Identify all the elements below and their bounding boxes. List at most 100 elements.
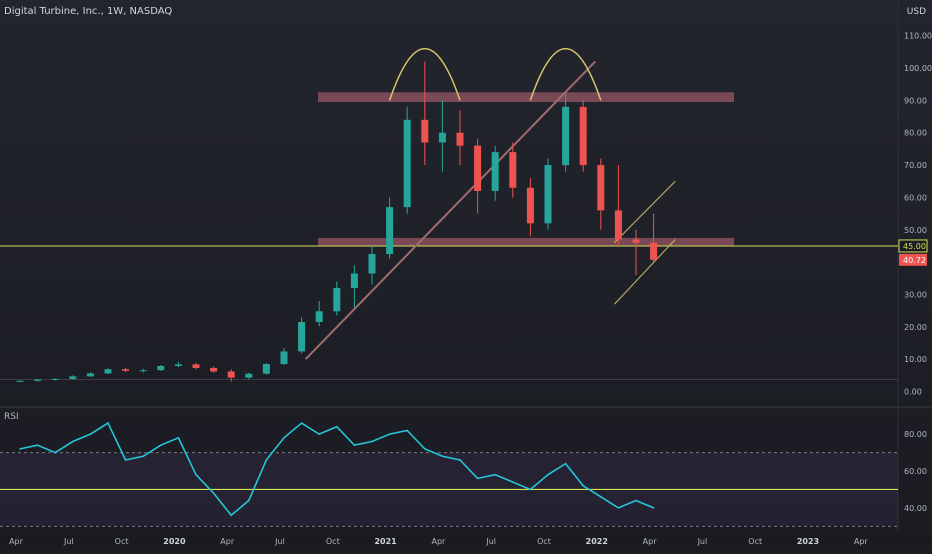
rsi-tick-label: 40.00	[904, 504, 927, 513]
time-axis-label: Jul	[697, 537, 708, 546]
time-axis-label: 2021	[374, 537, 397, 546]
candle-body	[579, 106, 587, 166]
candle-body	[245, 373, 253, 378]
rsi-point	[512, 481, 514, 483]
price-tick-label: 70.00	[904, 161, 927, 170]
rsi-point	[494, 473, 497, 476]
candle-body	[210, 367, 218, 372]
candle-body	[614, 210, 622, 240]
rsi-tick-label: 60.00	[904, 467, 927, 476]
time-axis-label: 2023	[797, 537, 819, 546]
time-axis-label: Oct	[748, 537, 762, 546]
rsi-point	[318, 433, 321, 435]
rsi-pane[interactable]: RSI 40.00 60.00 80.00	[0, 412, 927, 527]
rsi-point	[652, 507, 655, 509]
rsi-point	[582, 484, 584, 487]
rsi-point	[547, 473, 549, 476]
candle-body	[298, 321, 306, 352]
rsi-point	[160, 444, 162, 446]
price-tick-label: 20.00	[904, 323, 927, 332]
rsi-point	[107, 422, 109, 424]
candle-body	[86, 373, 94, 377]
rsi-point	[617, 507, 620, 509]
rsi-point	[459, 459, 461, 461]
candle-body	[509, 152, 517, 188]
rsi-point	[177, 437, 180, 439]
candle-body	[280, 351, 288, 365]
symbol-title: Digital Turbine, Inc., 1W, NASDAQ	[4, 6, 172, 17]
candle-body	[34, 379, 42, 381]
candle-body	[104, 369, 112, 374]
time-axis-label: Apr	[220, 537, 235, 546]
price-tick-label: 80.00	[904, 129, 927, 138]
support-price-label: 45.00	[903, 242, 926, 251]
time-axis-label: Oct	[115, 537, 129, 546]
candle-body	[544, 165, 552, 224]
time-axis-label: Apr	[431, 537, 446, 546]
candle-body	[368, 254, 376, 274]
rsi-title: RSI	[4, 412, 19, 422]
time-axis-label: Apr	[9, 537, 24, 546]
rsi-point	[353, 444, 356, 446]
candle-body	[386, 207, 394, 255]
double-top-arc	[529, 47, 602, 101]
rsi-point	[564, 462, 567, 465]
price-tick-label: 100.00	[904, 64, 932, 73]
rsi-point	[54, 451, 56, 454]
rsi-point	[72, 440, 74, 443]
rsi-point	[230, 514, 232, 517]
time-axis-label: Jul	[274, 537, 285, 546]
double-top-arc	[388, 47, 461, 101]
channel-upper-line	[613, 180, 676, 244]
resistance-zone	[318, 92, 734, 103]
time-axis-label: Jul	[63, 537, 74, 546]
candle-body	[315, 311, 323, 322]
rsi-point	[142, 455, 144, 458]
candle-body	[139, 370, 147, 372]
time-axis-label: Apr	[854, 537, 869, 546]
rsi-point	[212, 492, 215, 494]
candle-body	[474, 145, 482, 191]
time-axis[interactable]: Apr Jul Oct 2020 Apr Jul Oct 2021 Apr Jul Oct 2022 A…	[9, 537, 868, 546]
support-zone	[318, 237, 734, 246]
candle-body	[16, 380, 24, 382]
rsi-point	[424, 448, 426, 450]
candle-body	[491, 152, 499, 191]
time-axis-label: 2022	[586, 537, 608, 546]
candle-body	[650, 242, 658, 260]
rsi-point	[336, 425, 338, 428]
candle-body	[192, 364, 200, 368]
rsi-point	[248, 499, 250, 502]
time-axis-label: Oct	[537, 537, 551, 546]
rsi-point	[441, 455, 444, 458]
candle-body	[597, 165, 605, 211]
candle-body	[174, 364, 182, 366]
price-tick-label: 50.00	[904, 226, 927, 235]
price-tick-label: 110.00	[904, 32, 932, 41]
price-tick-label: 60.00	[904, 193, 927, 202]
time-axis-label: 2020	[163, 537, 186, 546]
candle-body	[562, 106, 570, 166]
price-pane[interactable]: 0.0010.0020.0030.0040.0050.0060.0070.008…	[0, 32, 932, 397]
rsi-point	[124, 459, 127, 461]
rsi-point	[371, 440, 373, 443]
rsi-point	[283, 437, 285, 439]
rsi-point	[406, 429, 409, 432]
candle-body	[69, 376, 77, 379]
rsi-point	[195, 473, 197, 476]
rsi-point	[89, 433, 92, 435]
candle-body	[262, 364, 270, 374]
support-price-label-box	[898, 239, 928, 253]
rsi-point	[635, 499, 637, 502]
last-price-label: 40.72	[903, 256, 926, 265]
price-tick-label: 90.00	[904, 96, 927, 105]
candle-body	[403, 119, 411, 208]
time-axis-label: Jul	[485, 537, 496, 546]
rsi-point	[36, 444, 39, 446]
candle-body	[51, 378, 59, 380]
rsi-point	[388, 433, 391, 435]
rsi-point	[19, 448, 21, 450]
